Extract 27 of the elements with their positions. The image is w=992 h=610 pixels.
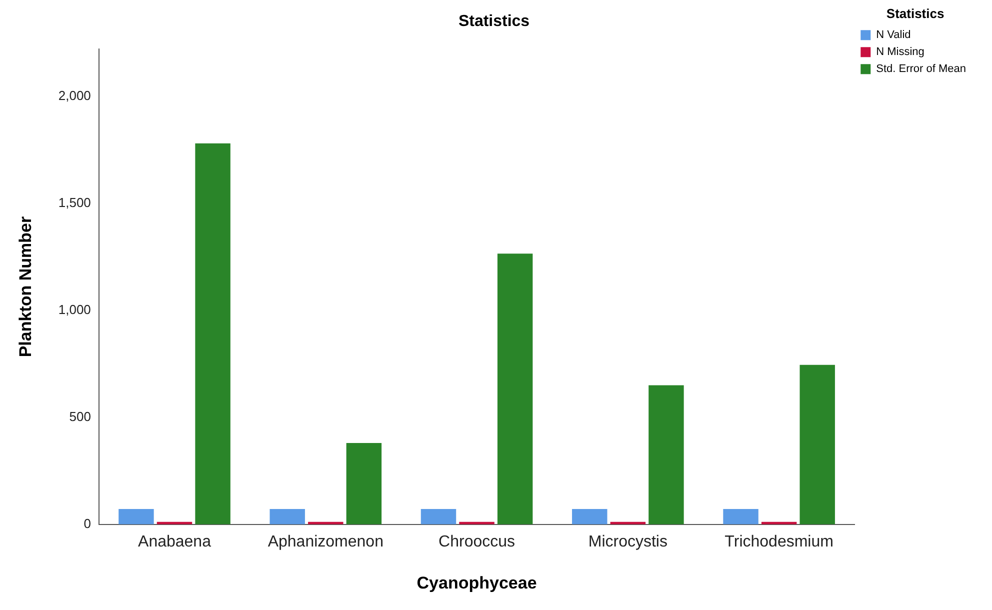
bar [800, 364, 835, 524]
y-tick-label: 1,000 [58, 302, 91, 317]
legend-label: N Missing [876, 46, 924, 58]
legend-label: N Valid [876, 29, 911, 42]
legend-label: Std. Error of Mean [876, 63, 966, 76]
x-tick-label: Microcystis [588, 533, 668, 550]
bar [497, 254, 533, 524]
bar [270, 508, 305, 524]
bar [648, 385, 684, 524]
y-axis-title: Plankton Number [16, 216, 35, 358]
bar [346, 443, 382, 524]
y-tick-label: 0 [84, 516, 91, 531]
x-tick-label: Trichodesmium [724, 533, 834, 550]
y-tick-label: 2,000 [58, 88, 91, 103]
bar [420, 508, 456, 524]
bar [118, 508, 154, 524]
legend-title: Statistics [886, 6, 944, 22]
bar [195, 143, 230, 524]
y-tick-label: 1,500 [58, 194, 91, 210]
x-tick-label: Chrooccus [438, 533, 516, 550]
bar [572, 508, 608, 524]
chart-title: Statistics [458, 13, 530, 30]
x-tick-label: Anabaena [138, 533, 212, 550]
x-axis-title: Cyanophyceae [416, 573, 537, 592]
x-tick-label: Aphanizomenon [268, 533, 384, 550]
bar [723, 508, 758, 524]
y-tick-label: 500 [69, 408, 91, 424]
